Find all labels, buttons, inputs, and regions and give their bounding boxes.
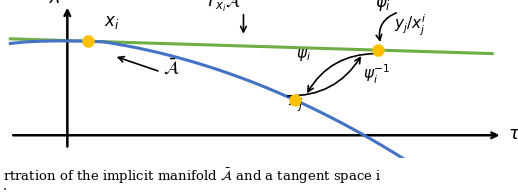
- Text: $\psi_i$: $\psi_i$: [296, 47, 311, 63]
- Text: rtration of the implicit manifold $\bar{\mathcal{A}}$ and a tangent space i: rtration of the implicit manifold $\bar{…: [3, 166, 381, 185]
- Text: .: .: [3, 180, 7, 193]
- Text: $\bar{\mathcal{A}}$: $\bar{\mathcal{A}}$: [163, 58, 179, 78]
- Text: $y_j/x_j^i$: $y_j/x_j^i$: [394, 13, 426, 38]
- Text: $T_{x_i}\bar{\mathcal{A}}$: $T_{x_i}\bar{\mathcal{A}}$: [205, 0, 240, 14]
- Text: $\varphi_i$: $\varphi_i$: [375, 0, 392, 13]
- Text: $\psi_i^{-1}$: $\psi_i^{-1}$: [363, 63, 390, 86]
- Text: $\lambda$: $\lambda$: [49, 0, 60, 7]
- Text: $\tau$: $\tau$: [508, 125, 518, 143]
- Text: $x_j$: $x_j$: [287, 93, 303, 113]
- Text: $x_i$: $x_i$: [104, 13, 119, 31]
